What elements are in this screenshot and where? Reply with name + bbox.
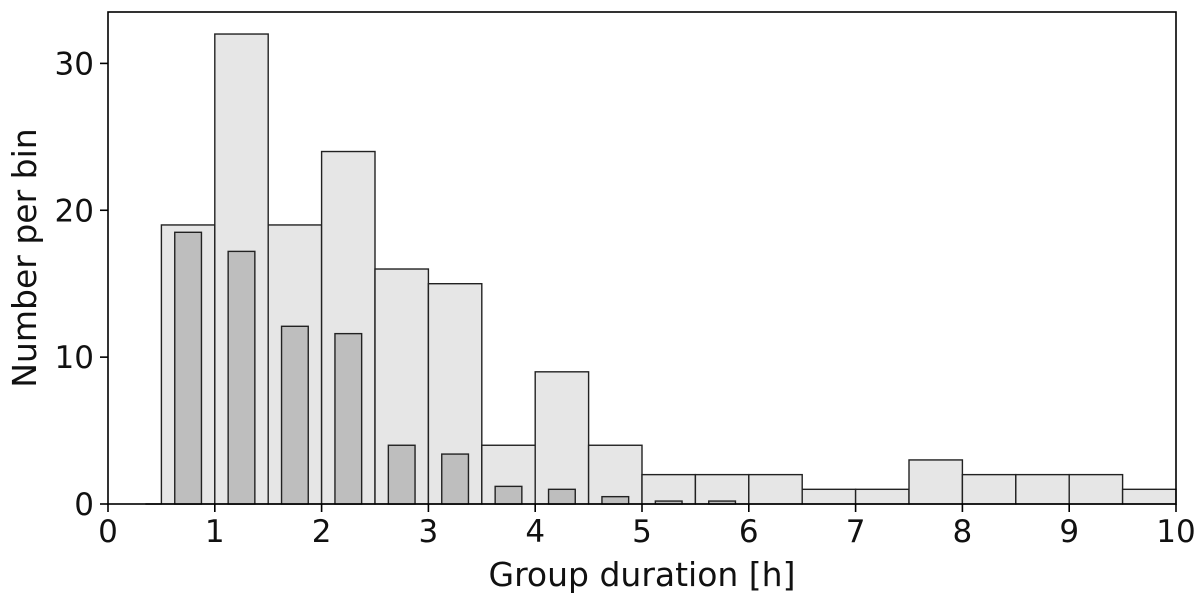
x-tick-label: 5 — [632, 514, 652, 550]
x-tick-label: 8 — [953, 514, 973, 550]
overlay-bar — [441, 453, 470, 505]
y-axis-ticks: 0 10 20 30 — [55, 46, 108, 523]
y-tick-label: 20 — [55, 193, 94, 229]
histogram-bar — [1068, 473, 1124, 505]
histogram-bar — [1121, 488, 1177, 505]
histogram-bar — [694, 473, 750, 505]
y-tick-label: 0 — [74, 487, 94, 523]
overlay-bar — [494, 485, 523, 505]
x-tick-label: 10 — [1156, 514, 1195, 550]
overlay-bar — [547, 488, 576, 505]
overlay-bar — [601, 495, 630, 505]
x-tick-label: 7 — [846, 514, 866, 550]
histogram-bar — [641, 473, 697, 505]
histogram-bar — [748, 473, 803, 505]
x-tick-label: 2 — [312, 514, 332, 550]
histogram-bar — [908, 459, 964, 505]
overlay-bar — [227, 250, 256, 505]
y-tick-label: 30 — [55, 46, 94, 82]
histogram-bar — [801, 488, 857, 505]
x-tick-label: 4 — [525, 514, 545, 550]
overlay-bar — [280, 325, 309, 505]
y-tick-label: 10 — [55, 340, 94, 376]
histogram-bar — [961, 473, 1017, 505]
x-tick-label: 1 — [205, 514, 225, 550]
x-tick-label: 0 — [98, 514, 118, 550]
x-axis-label: Group duration [h] — [489, 555, 796, 594]
x-tick-label: 9 — [1059, 514, 1079, 550]
histogram-bar — [534, 371, 590, 505]
x-axis-ticks: 0 1 2 3 4 5 6 7 8 9 10 — [98, 504, 1196, 550]
histogram-bar — [587, 444, 643, 505]
histogram-bar — [1015, 473, 1070, 505]
x-tick-label: 6 — [739, 514, 759, 550]
histogram-bar — [854, 488, 910, 505]
overlay-bar — [174, 231, 203, 505]
x-tick-label: 3 — [419, 514, 439, 550]
overlay-bar — [334, 332, 363, 505]
overlay-bar — [387, 444, 416, 505]
y-axis-label: Number per bin — [5, 128, 44, 387]
